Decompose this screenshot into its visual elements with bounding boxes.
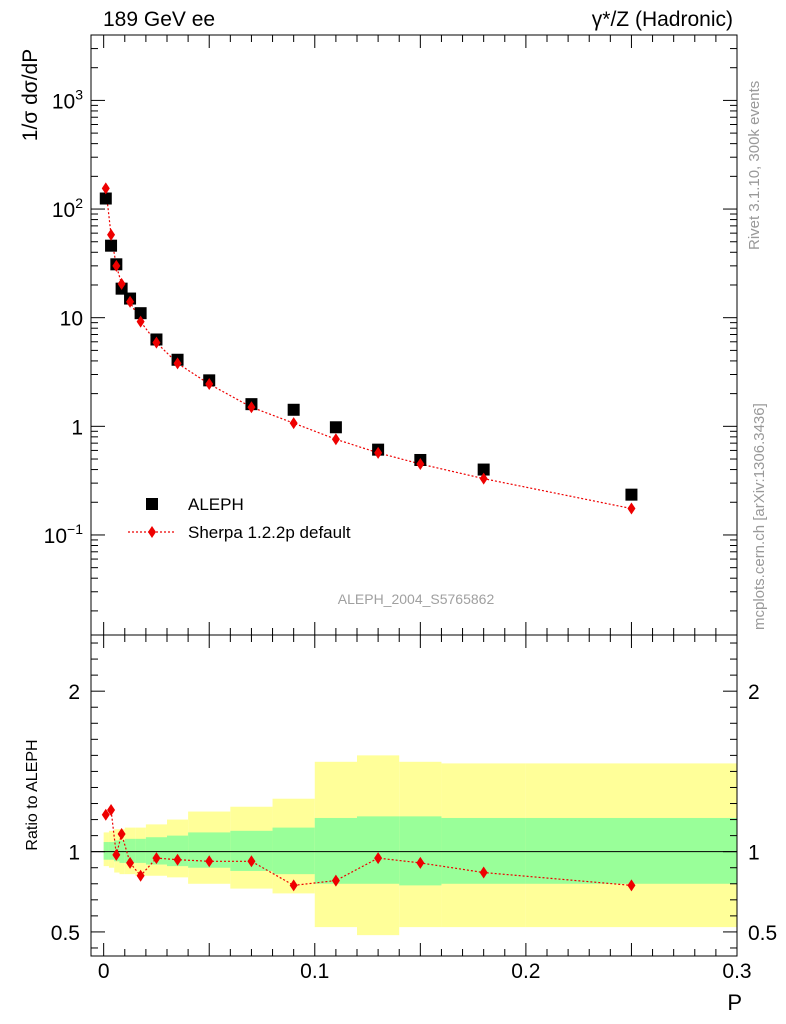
ratio-sherpa-point <box>173 853 182 866</box>
sherpa-point <box>173 357 182 370</box>
x-tick-label: 0.3 <box>722 960 751 983</box>
legend-sherpa-marker <box>148 526 156 538</box>
ratio-sherpa-point <box>205 855 214 868</box>
sherpa-point <box>136 315 145 328</box>
ratio-y-tick-label-right: 1 <box>748 842 760 865</box>
sherpa-point <box>289 417 298 430</box>
legend-aleph-label: ALEPH <box>188 495 244 514</box>
ratio-green-band <box>167 835 189 867</box>
ratio-sherpa-point <box>107 803 116 816</box>
aleph-point <box>99 192 112 205</box>
ratio-sherpa-point <box>247 855 256 868</box>
ratio-y-tick-label-left: 2 <box>68 681 80 704</box>
ratio-sherpa-point <box>289 879 298 892</box>
ratio-sherpa-point <box>152 852 161 865</box>
aleph-point <box>287 403 300 416</box>
ratio-green-band <box>357 816 400 884</box>
main-y-tick-label: 10−1 <box>44 521 84 548</box>
ratio-sherpa-point <box>627 879 636 892</box>
ratio-green-band <box>399 816 442 886</box>
sherpa-point <box>247 401 256 414</box>
ratio-sherpa-point <box>331 874 340 887</box>
ratio-green-band <box>525 817 737 884</box>
ratio-sherpa-point <box>112 848 121 861</box>
sherpa-point <box>416 457 425 470</box>
ratio-y-tick-label-right: 0.5 <box>748 922 777 945</box>
ratio-green-band <box>108 842 115 860</box>
ratio-y-tick-label-right: 2 <box>748 681 760 704</box>
sherpa-point <box>101 182 110 195</box>
legend: ALEPH Sherpa 1.2.2p default <box>128 495 351 542</box>
aleph-point <box>625 488 638 501</box>
main-y-tick-label: 103 <box>52 86 83 113</box>
sherpa-line <box>105 188 632 510</box>
ratio-sherpa-point <box>101 808 110 821</box>
sherpa-point <box>126 295 135 308</box>
x-tick-label: 0.2 <box>511 960 540 983</box>
ratio-green-band <box>145 837 167 865</box>
aleph-point <box>105 239 118 252</box>
ratio-sherpa-point <box>374 852 383 865</box>
x-axis-label: P <box>727 990 742 1015</box>
ratio-frame <box>90 634 738 957</box>
sherpa-point <box>152 336 161 349</box>
aleph-point <box>134 307 147 320</box>
watermark: ALEPH_2004_S5765862 <box>338 591 495 607</box>
ratio-sherpa-line <box>105 808 632 886</box>
header-left: 189 GeV ee <box>103 8 215 31</box>
ratio-green-band <box>103 842 109 860</box>
legend-aleph-marker <box>146 498 158 510</box>
sherpa-point <box>331 433 340 446</box>
ratio-panel <box>103 755 737 936</box>
main-y-tick-label: 102 <box>52 195 83 222</box>
ratio-green-band <box>135 838 146 863</box>
main-y-tick-label: 10 <box>60 308 83 331</box>
header-right: γ*/Z (Hadronic) <box>592 8 733 31</box>
aleph-point <box>477 463 490 476</box>
main-y-axis-label: 1/σ dσ/dP <box>19 49 42 141</box>
sherpa-point <box>205 378 214 391</box>
sherpa-point <box>479 472 488 485</box>
sherpa-point <box>117 277 126 290</box>
main-frame <box>90 34 738 636</box>
x-tick-label: 0 <box>98 960 110 983</box>
sherpa-point <box>107 228 116 241</box>
ratio-sherpa-point <box>136 869 145 882</box>
ratio-green-band <box>314 817 357 884</box>
legend-sherpa-label: Sherpa 1.2.2p default <box>188 523 351 542</box>
ratio-sherpa-point <box>126 856 135 869</box>
ratio-sherpa-point <box>416 856 425 869</box>
mcplots-label: mcplots.cern.ch [arXiv:1306.3436] <box>751 403 768 630</box>
rivet-label: Rivet 3.1.10, 300k events <box>746 81 763 250</box>
ratio-y-axis-label: Ratio to ALEPH <box>24 739 41 850</box>
sherpa-point <box>374 446 383 459</box>
ratio-green-band <box>272 827 315 875</box>
ratio-y-tick-label-left: 0.5 <box>51 922 80 945</box>
ratio-sherpa-point <box>117 828 126 841</box>
ratio-sherpa-point <box>479 866 488 879</box>
sherpa-point <box>112 259 121 272</box>
aleph-point <box>329 421 342 434</box>
main-y-tick-label: 1 <box>71 416 83 439</box>
ratio-green-band <box>124 838 136 863</box>
ratio-y-tick-label-left: 1 <box>68 842 80 865</box>
sherpa-point <box>627 502 636 515</box>
x-tick-label: 0.1 <box>300 960 329 983</box>
